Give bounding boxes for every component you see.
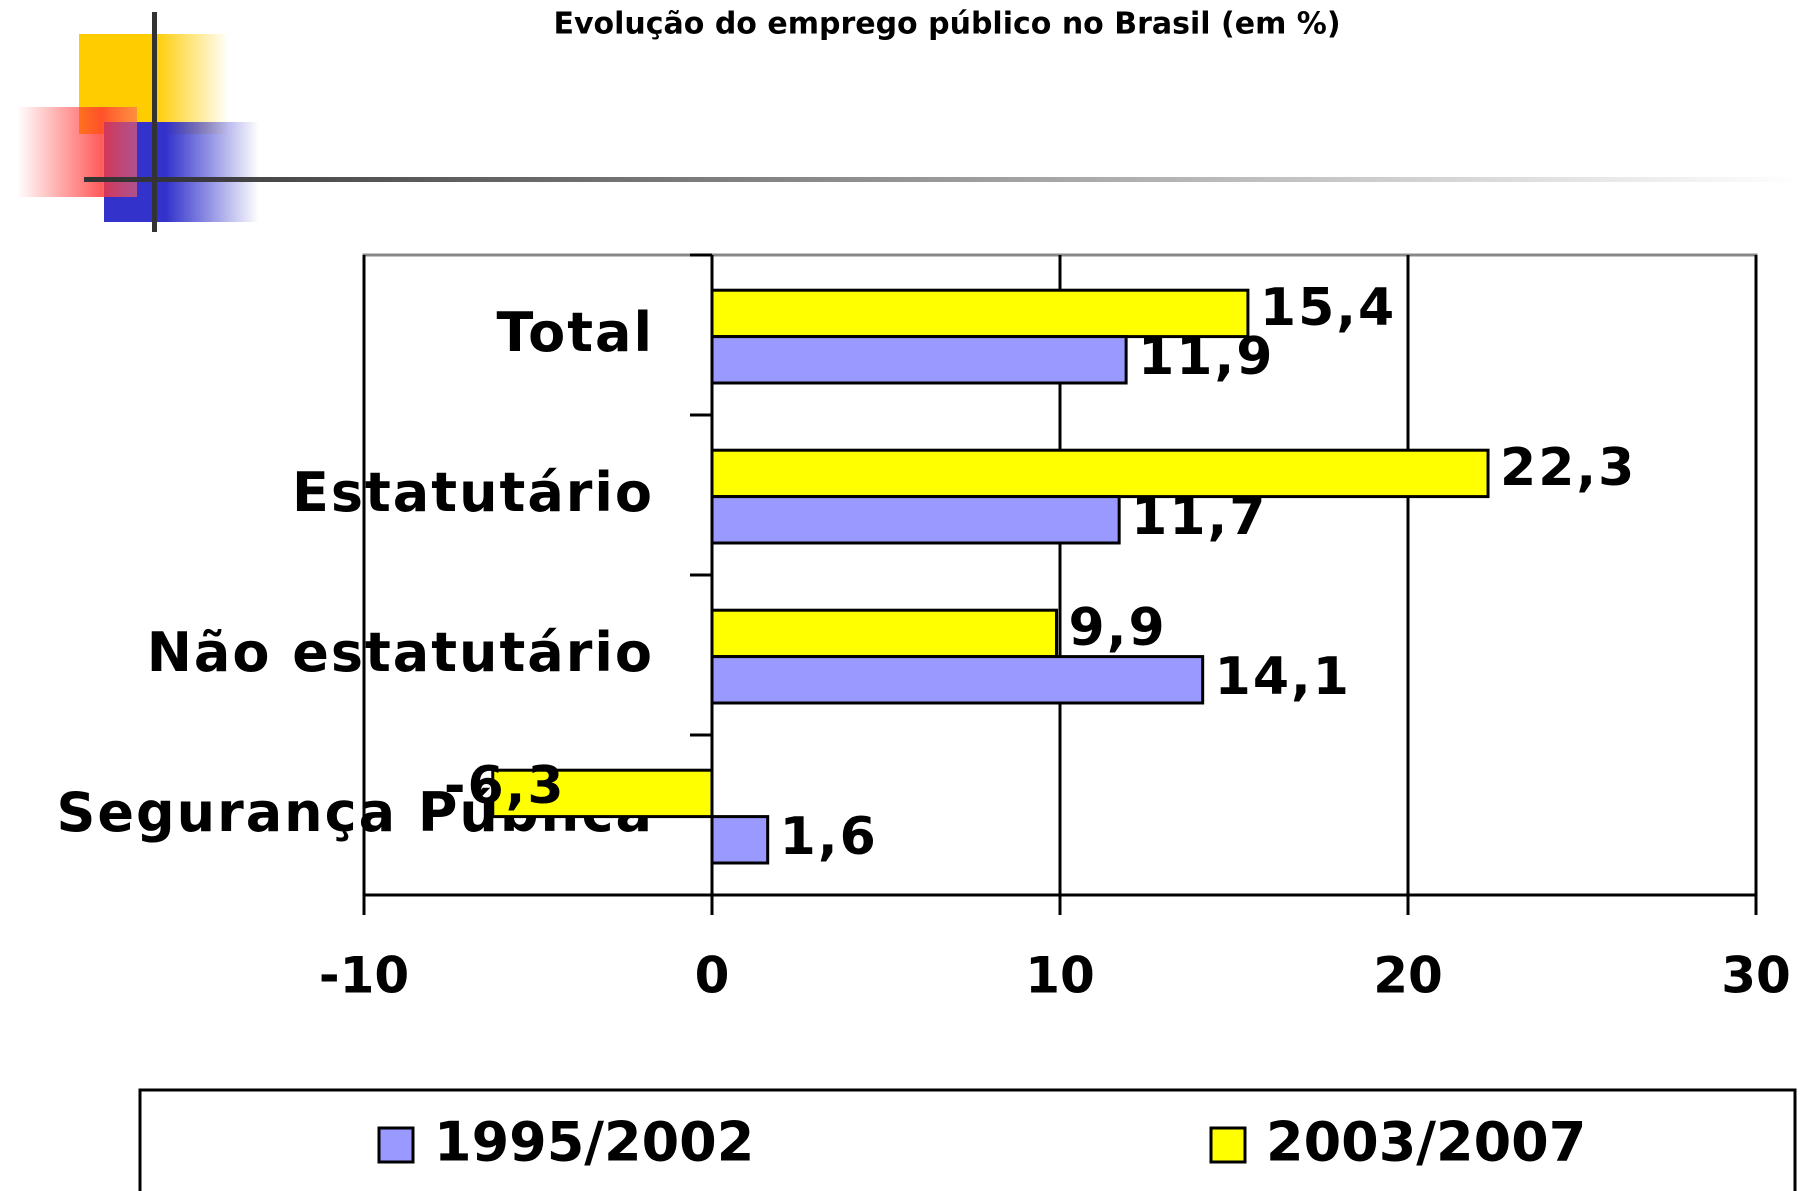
data-label: -6,3 (444, 756, 566, 816)
category-label: Não estatutário (147, 621, 654, 684)
category-label: Estatutário (292, 461, 654, 524)
data-label: 15,4 (1260, 278, 1396, 338)
x-tick-label: 20 (1373, 947, 1443, 1005)
bar (710, 495, 1121, 545)
x-tick-label: 0 (695, 947, 730, 1005)
data-label: 22,3 (1500, 438, 1636, 498)
data-label: 11,7 (1131, 487, 1267, 547)
legend-label: 1995/2002 (434, 1111, 754, 1174)
legend (138, 1088, 1797, 1191)
bar (710, 448, 1490, 499)
legend-swatch (377, 1126, 415, 1164)
x-tick-label: 10 (1025, 947, 1095, 1005)
data-label: 1,6 (780, 807, 878, 867)
category-label: Total (496, 301, 654, 364)
bar (710, 655, 1205, 705)
legend-label: 2003/2007 (1266, 1111, 1586, 1174)
chart-title: Evolução do emprego público no Brasil (e… (553, 7, 1340, 42)
bar (491, 768, 714, 819)
data-label: 9,9 (1069, 598, 1167, 658)
bar (710, 335, 1128, 385)
data-label: 14,1 (1215, 647, 1351, 707)
bar (710, 288, 1250, 339)
bar (710, 608, 1059, 659)
legend-swatch (1209, 1126, 1247, 1164)
x-tick-label: -10 (319, 947, 409, 1005)
x-tick-label: 30 (1721, 947, 1791, 1005)
bar (710, 815, 770, 865)
data-label: 11,9 (1138, 327, 1274, 387)
decoration (17, 12, 1800, 232)
